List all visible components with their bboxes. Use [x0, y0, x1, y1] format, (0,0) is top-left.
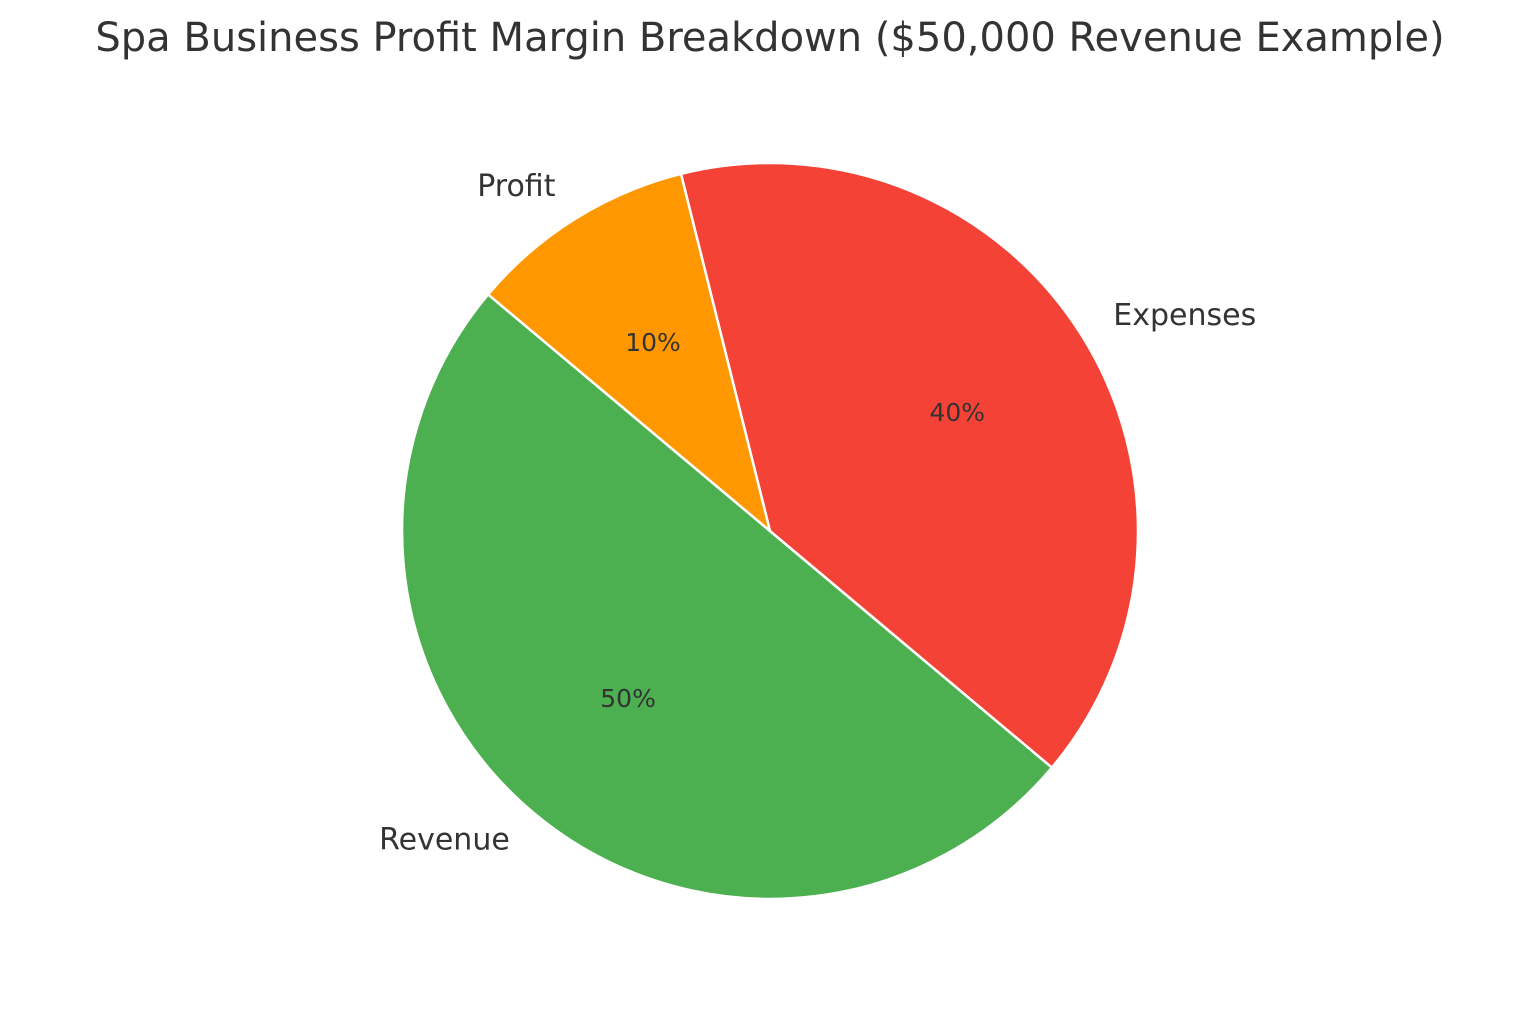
pie-slice [401, 292, 1054, 900]
value-label: 10% [625, 328, 681, 357]
value-label: 40% [929, 398, 985, 427]
slice-label: Profit [477, 169, 555, 204]
slice-label: Expenses [1113, 298, 1256, 333]
slice-label: Revenue [379, 823, 510, 858]
pie-slice [679, 161, 1140, 770]
pie-slice [486, 172, 773, 535]
value-label: 50% [600, 684, 656, 713]
chart-title: Spa Business Profit Margin Breakdown ($5… [95, 15, 1444, 61]
